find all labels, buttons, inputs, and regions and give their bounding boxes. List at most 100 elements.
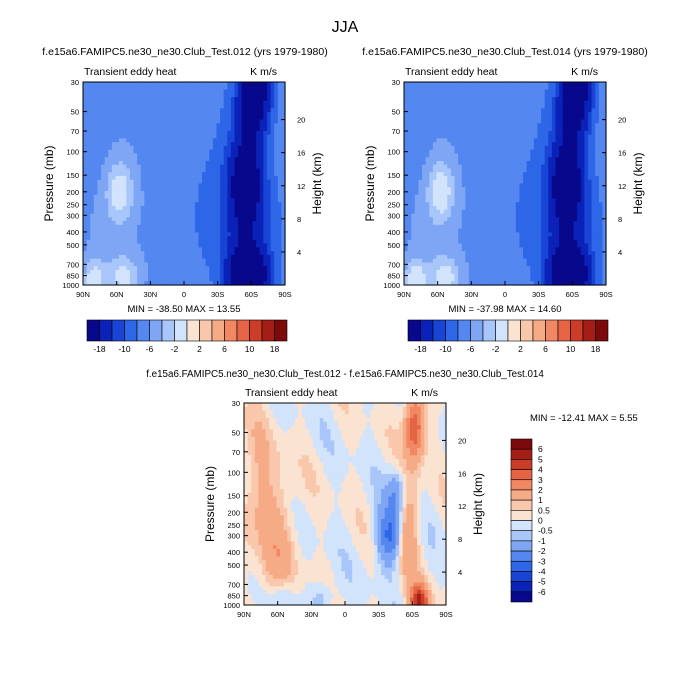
heatmap-cell — [212, 123, 218, 128]
heatmap-cell — [104, 160, 109, 166]
heatmap-cell — [429, 123, 434, 128]
heatmap-cell — [490, 187, 495, 192]
colorbar-box — [236, 319, 250, 342]
heatmap-cell — [598, 157, 603, 162]
heatmap-cell — [252, 239, 257, 245]
heatmap-cell — [180, 232, 185, 237]
heatmap-cell — [566, 187, 571, 192]
heatmap-cell — [230, 134, 236, 139]
heatmap-cell — [461, 89, 466, 94]
heatmap-cell — [90, 179, 95, 185]
heatmap-cell — [140, 157, 145, 162]
heatmap-cell — [140, 236, 145, 241]
heatmap-cell — [205, 202, 210, 207]
heatmap-cell — [483, 82, 488, 87]
heatmap-cell — [447, 157, 452, 162]
heatmap-cell — [436, 160, 441, 166]
heatmap-cell — [245, 138, 250, 143]
heatmap-cell — [122, 232, 127, 237]
heatmap-cell — [180, 115, 185, 121]
heatmap-cell — [551, 100, 557, 106]
lat-tick-label: 30N — [143, 290, 157, 299]
heatmap-cell — [151, 153, 156, 158]
heatmap-cell — [108, 273, 113, 279]
heatmap-cell — [440, 85, 445, 91]
heatmap-cell — [151, 213, 156, 218]
heatmap-cell — [277, 112, 282, 117]
heatmap-cell — [461, 202, 466, 207]
heatmap-cell — [551, 138, 557, 143]
heatmap-cell — [126, 194, 131, 200]
heatmap-cell — [411, 149, 416, 155]
heatmap-cell — [551, 187, 557, 192]
heatmap-cell — [234, 183, 239, 188]
heatmap-cell — [205, 127, 210, 132]
heatmap-cell — [555, 119, 560, 124]
heatmap-cell — [281, 217, 286, 222]
heatmap-cell — [140, 228, 145, 233]
heatmap-cell — [580, 172, 585, 177]
heatmap-cell — [162, 217, 167, 222]
heatmap-cell — [173, 175, 178, 181]
heatmap-cell — [104, 112, 109, 117]
heatmap-cell — [508, 164, 513, 170]
heatmap-cell — [544, 100, 549, 106]
heatmap-cell — [447, 172, 452, 177]
heatmap-cell — [230, 202, 236, 207]
heatmap-cell — [259, 85, 264, 91]
heatmap-cell — [259, 217, 264, 222]
heatmap-cell — [126, 93, 131, 98]
heatmap-cell — [104, 224, 109, 230]
heatmap-cell — [526, 194, 531, 200]
heatmap-cell — [108, 183, 113, 188]
heatmap-cell — [169, 277, 174, 282]
heatmap-cell — [169, 258, 174, 264]
heatmap-cell — [248, 134, 254, 139]
heatmap-cell — [270, 228, 275, 233]
heatmap-cell — [119, 202, 124, 207]
heatmap-cell — [595, 202, 600, 207]
heatmap-cell — [468, 153, 474, 158]
heatmap-cell — [266, 82, 272, 87]
heatmap-cell — [234, 209, 239, 215]
heatmap-cell — [486, 112, 492, 117]
heatmap-cell — [169, 138, 174, 143]
heatmap-cell — [248, 232, 254, 237]
heatmap-cell — [512, 127, 517, 132]
heatmap-cell — [220, 224, 225, 230]
heatmap-cell — [162, 213, 167, 218]
heatmap-cell — [180, 149, 185, 155]
heatmap-cell — [176, 112, 181, 117]
heatmap-cell — [533, 108, 539, 113]
heatmap-cell — [533, 172, 539, 177]
heatmap-cell — [205, 138, 210, 143]
heatmap-cell — [158, 138, 163, 143]
heatmap-cell — [129, 123, 135, 128]
heatmap-cell — [111, 123, 117, 128]
heatmap-cell — [515, 191, 521, 196]
heatmap-cell — [245, 254, 250, 260]
heatmap-cell — [202, 93, 207, 98]
heatmap-cell — [191, 108, 196, 113]
heatmap-cell — [184, 104, 189, 109]
heatmap-cell — [223, 172, 228, 177]
heatmap-cell — [508, 130, 513, 136]
heatmap-cell — [241, 194, 246, 200]
heatmap-cell — [151, 266, 156, 271]
pressure-tick-label: 400 — [66, 228, 79, 237]
heatmap-cell — [111, 179, 117, 185]
heatmap-cell — [432, 149, 438, 155]
heatmap-cell — [551, 115, 557, 121]
heatmap-cell — [155, 224, 160, 230]
heatmap-cell — [241, 221, 246, 226]
heatmap-cell — [234, 82, 239, 87]
heatmap-cell — [252, 108, 257, 113]
heatmap-cell — [111, 142, 117, 147]
heatmap-cell — [165, 100, 171, 106]
heatmap-cell — [425, 191, 430, 196]
heatmap-cell — [108, 172, 113, 177]
heatmap-cell — [104, 239, 109, 245]
heatmap-cell — [209, 269, 214, 275]
heatmap-cell — [220, 228, 225, 233]
heatmap-cell — [519, 187, 524, 192]
